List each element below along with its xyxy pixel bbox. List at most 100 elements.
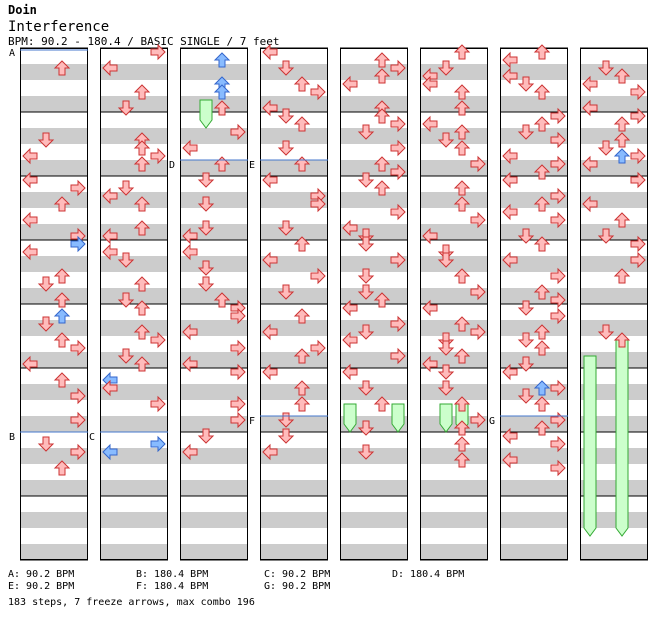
step-arrow (613, 268, 631, 284)
step-arrow (437, 380, 455, 396)
beat-stripe (180, 160, 248, 176)
beat-stripe (500, 352, 568, 368)
step-arrow (453, 180, 471, 196)
step-arrow (342, 219, 358, 237)
beat-stripe (420, 480, 488, 496)
step-arrow (262, 323, 278, 341)
step-arrow (182, 323, 198, 341)
step-arrow (630, 251, 646, 269)
step-arrow (22, 147, 38, 165)
beat-stripe (100, 96, 168, 112)
beat-stripe (100, 128, 168, 144)
step-arrow (277, 284, 295, 300)
step-arrow (550, 155, 566, 173)
step-arrow (517, 76, 535, 92)
step-arrow (613, 132, 631, 148)
step-arrow (533, 44, 551, 60)
beat-stripe (340, 192, 408, 208)
step-arrow (373, 292, 391, 308)
step-arrow (550, 107, 566, 125)
step-arrow (550, 379, 566, 397)
step-arrow (550, 291, 566, 309)
step-arrow (357, 284, 375, 300)
freeze-arrow (615, 339, 629, 537)
step-arrow (182, 139, 198, 157)
step-arrow (213, 100, 231, 116)
step-arrow (150, 147, 166, 165)
column-frame (500, 48, 568, 560)
beat-stripe (260, 416, 328, 432)
step-arrow (453, 268, 471, 284)
step-arrow (117, 252, 135, 268)
step-arrow (453, 316, 471, 332)
step-arrow (53, 60, 71, 76)
step-arrow (422, 75, 438, 93)
step-arrow (437, 60, 455, 76)
step-arrow (293, 348, 311, 364)
step-arrow (582, 75, 598, 93)
step-arrow (373, 52, 391, 68)
beat-stripe (20, 192, 88, 208)
beat-stripe (180, 192, 248, 208)
step-arrow (502, 427, 518, 445)
step-arrow (213, 292, 231, 308)
column-frame (100, 48, 168, 560)
step-arrow (597, 140, 615, 156)
step-arrow (517, 332, 535, 348)
step-arrow (102, 379, 118, 397)
beat-stripe (340, 416, 408, 432)
beat-stripe (420, 256, 488, 272)
step-arrow (197, 172, 215, 188)
bpm-marker-f: F (249, 416, 255, 427)
step-arrow (533, 420, 551, 436)
step-arrow (262, 171, 278, 189)
step-arrow (150, 395, 166, 413)
step-arrow (357, 124, 375, 140)
step-arrow (502, 251, 518, 269)
step-arrow (453, 452, 471, 468)
step-arrow (117, 180, 135, 196)
step-arrow (550, 131, 566, 149)
step-arrow (390, 251, 406, 269)
step-arrow (277, 428, 295, 444)
step-arrow (582, 155, 598, 173)
step-arrow (53, 372, 71, 388)
step-arrow (102, 187, 118, 205)
step-arrow (550, 459, 566, 477)
step-arrow (470, 411, 486, 429)
step-arrow (422, 355, 438, 373)
beat-stripe (420, 544, 488, 560)
beat-stripe (580, 128, 648, 144)
freeze-arrow (343, 403, 357, 433)
step-arrow (182, 227, 198, 245)
step-arrow (37, 132, 55, 148)
bpm-marker-e: E (249, 160, 255, 171)
step-arrow (102, 443, 118, 461)
step-arrow (293, 76, 311, 92)
step-arrow (117, 100, 135, 116)
step-arrow (342, 331, 358, 349)
step-arrow (357, 444, 375, 460)
step-arrow (373, 68, 391, 84)
beat-stripe (580, 384, 648, 400)
step-arrow (422, 115, 438, 133)
step-arrow (230, 339, 246, 357)
beat-stripe (340, 96, 408, 112)
bpm-marker-d: D (169, 160, 175, 171)
step-arrow (357, 380, 375, 396)
step-arrow (70, 235, 86, 253)
step-arrow (22, 211, 38, 229)
freeze-arrow (583, 355, 597, 537)
beat-stripe (20, 288, 88, 304)
step-arrow (597, 228, 615, 244)
step-arrow (133, 140, 151, 156)
step-arrow (613, 68, 631, 84)
step-arrow (37, 276, 55, 292)
step-arrow (102, 243, 118, 261)
step-arrow (277, 60, 295, 76)
step-arrow (453, 124, 471, 140)
beat-stripe (420, 96, 488, 112)
step-arrow (533, 116, 551, 132)
step-arrow (22, 243, 38, 261)
step-arrow (390, 139, 406, 157)
